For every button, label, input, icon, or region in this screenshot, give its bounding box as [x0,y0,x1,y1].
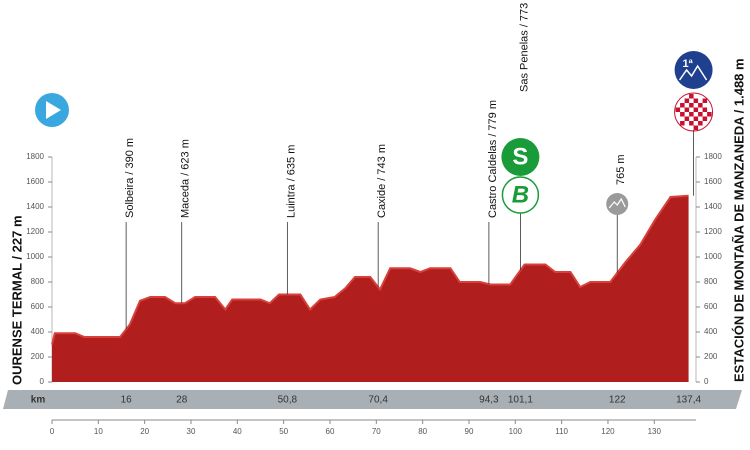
checker-square [684,98,690,103]
x-tick-label: 90 [465,427,474,436]
x-tick-label: 60 [326,427,335,436]
x-tick-label: 100 [509,427,523,436]
km-bar [3,390,742,409]
x-tick-label: 40 [233,427,242,436]
checker-square [689,94,694,99]
y-tick-label: 1400 [26,202,44,211]
checker-square [693,98,699,103]
annotation-label: Castro Caldelas / 779 m [487,100,499,218]
checker-square [693,125,699,130]
km-value: 137,4 [676,395,701,406]
x-tick-label: 20 [140,427,149,436]
y-tick-label: 600 [31,302,45,311]
x-tick-label: 130 [648,427,662,436]
checker-square [689,103,694,108]
checker-square [707,112,712,117]
climb-icon [674,51,713,89]
checker-square [684,116,690,121]
km-value: 70,4 [368,395,388,406]
sprint-icon-text: S [512,143,528,170]
y-tick-label-right: 200 [704,352,718,361]
checker-square [698,103,703,108]
bonus-icon [501,176,540,214]
y-tick-label-right: 800 [704,277,718,286]
climb-icon-peaks [678,64,708,81]
y-tick-label: 1800 [26,152,44,161]
checker-square [680,112,685,117]
y-tick-label-right: 400 [704,327,718,336]
climb-icon-peaks [608,197,626,209]
km-value: 28 [176,395,188,406]
x-tick-label: 80 [418,427,427,436]
y-tick-label-right: 0 [704,377,709,386]
km-value: 101,1 [508,395,533,406]
km-value: 50,8 [278,395,298,406]
y-tick-label: 800 [31,277,45,286]
y-tick-label-right: 1000 [704,252,722,261]
climb-icon-text: 1ª [682,58,693,70]
x-tick-label: 110 [555,427,568,436]
finish-label: ESTACIÓN DE MONTAÑA DE MANZANEDA / 1.488… [731,58,746,382]
annotation-label: Caxide / 743 m [376,144,388,218]
checker-square [698,112,703,117]
x-tick-label: 50 [279,427,288,436]
elevation-area [52,195,689,382]
x-tick-label: 0 [50,427,55,436]
start-label: OURENSE TERMAL / 227 m [9,215,24,385]
checker-square [680,121,685,126]
checker-square [702,107,708,112]
x-tick-label: 10 [94,427,103,436]
checker-square [680,103,685,108]
y-tick-label-right: 1200 [704,227,722,236]
annotation-label: 765 m [615,154,627,185]
y-tick-label-right: 600 [704,302,718,311]
checker-square [689,121,694,126]
y-tick-label: 1200 [26,227,44,236]
checker-square [698,121,703,126]
annotation-label: Luintra / 635 m [285,145,297,218]
checker-square [702,98,708,103]
y-tick-label-right: 1600 [704,177,722,186]
checker-square [684,107,690,112]
x-tick-label: 30 [187,427,196,436]
km-value: 16 [121,395,133,406]
start-icon [35,93,69,127]
y-tick-label: 1600 [26,177,44,186]
y-tick-label: 400 [31,327,45,336]
finish-checkered [674,92,714,132]
checker-square [675,107,681,112]
checker-square [693,116,699,121]
y-tick-label: 1000 [26,252,44,261]
km-value: 122 [609,395,626,406]
y-tick-label-right: 1800 [704,152,722,161]
y-tick-label: 200 [31,352,45,361]
annotation-label: Solbeira / 390 m [124,138,136,218]
x-tick-label: 70 [372,427,381,436]
sprint-icon [501,138,540,176]
checker-square [689,112,694,117]
km-label: km [31,395,46,406]
km-value: 94,3 [479,395,499,406]
x-tick-label: 120 [601,427,615,436]
y-tick-label: 0 [40,377,45,386]
y-tick-label-right: 1400 [704,202,722,211]
bonus-icon-text: B [512,181,529,208]
annotation-label: Maceda / 623 m [180,139,192,218]
elevation-line [51,194,689,345]
checker-square [702,116,708,121]
checker-square [693,107,699,112]
annotation-label: Sas Penelas / 773 m [518,0,530,92]
